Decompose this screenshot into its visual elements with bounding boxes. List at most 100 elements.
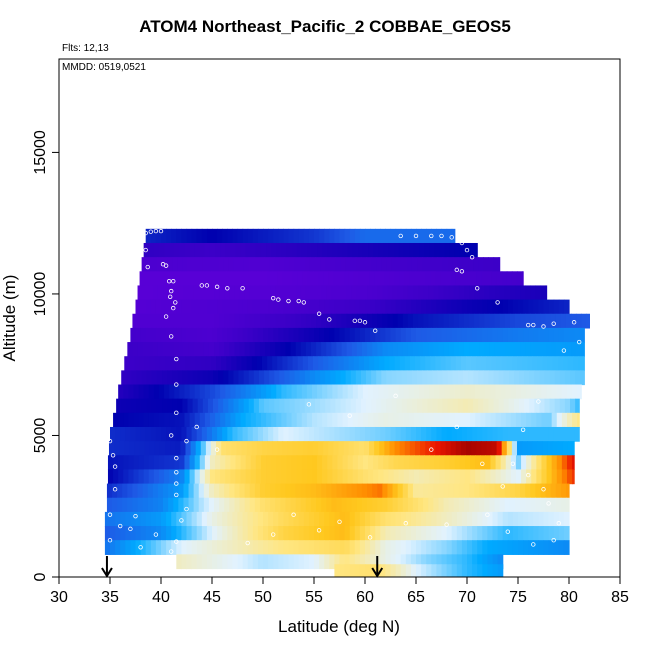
heatmap-cell	[504, 497, 511, 513]
heatmap-cell	[278, 228, 284, 244]
heatmap-cell	[118, 384, 124, 400]
heatmap-cell	[360, 257, 367, 272]
heatmap-cell	[451, 327, 458, 343]
heatmap-cell	[164, 412, 170, 428]
heatmap-cell	[212, 554, 218, 570]
heatmap-cell	[161, 540, 167, 555]
heatmap-cell	[104, 511, 111, 527]
heatmap-cell	[548, 511, 555, 527]
heatmap-cell	[489, 313, 496, 329]
heatmap-cell	[467, 426, 473, 442]
heatmap-cell	[542, 356, 549, 371]
heatmap-cell	[161, 426, 167, 442]
heatmap-cell	[504, 285, 511, 301]
heatmap-cell	[296, 455, 303, 471]
observation-point	[301, 300, 306, 305]
heatmap-cell	[550, 483, 557, 499]
observation-point	[505, 529, 510, 534]
heatmap-cell	[317, 384, 323, 400]
heatmap-cell	[263, 526, 269, 541]
heatmap-cell	[198, 285, 205, 301]
heatmap-cell	[235, 242, 242, 258]
heatmap-cell	[300, 313, 307, 329]
heatmap-cell	[141, 257, 148, 272]
heatmap-cell	[476, 356, 482, 371]
heatmap-cell	[390, 327, 397, 343]
heatmap-cell	[408, 455, 415, 471]
heatmap-cell	[385, 526, 392, 541]
heatmap-cell	[246, 356, 253, 371]
heatmap-cell	[416, 564, 422, 577]
heatmap-cell	[237, 526, 244, 541]
heatmap-cell	[426, 564, 432, 577]
heatmap-cell	[331, 313, 338, 329]
heatmap-cell	[327, 469, 333, 485]
heatmap-cell	[396, 257, 403, 272]
heatmap-cell	[178, 342, 185, 357]
heatmap-cell	[418, 342, 424, 357]
heatmap-cell	[470, 469, 476, 485]
heatmap-cell	[474, 342, 480, 357]
heatmap-cell	[128, 412, 135, 428]
heatmap-cell	[567, 441, 574, 456]
heatmap-cell	[181, 228, 188, 244]
heatmap-cell	[365, 526, 371, 541]
observation-point	[454, 424, 459, 430]
heatmap-cell	[138, 412, 145, 428]
heatmap-cell	[123, 469, 129, 485]
heatmap-cell	[406, 370, 413, 386]
heatmap-cell	[303, 228, 310, 244]
heatmap-cell	[188, 285, 195, 301]
heatmap-cell	[247, 426, 254, 442]
heatmap-cell	[283, 554, 290, 570]
heatmap-cell	[474, 313, 480, 329]
heatmap-cell	[258, 370, 265, 386]
observation-point	[551, 321, 556, 326]
heatmap-cell	[436, 540, 443, 555]
heatmap-cell	[217, 554, 223, 570]
heatmap-cell	[158, 469, 165, 485]
heatmap-cell	[277, 441, 283, 456]
heatmap-cell	[143, 384, 150, 400]
heatmap-cell	[161, 327, 167, 343]
heatmap-cell	[357, 412, 364, 428]
heatmap-cell	[410, 564, 417, 577]
heatmap-cell	[317, 469, 323, 485]
heatmap-cell	[467, 327, 473, 343]
heatmap-cell	[203, 342, 210, 357]
heatmap-cell	[429, 469, 435, 485]
heatmap-cell	[327, 242, 333, 258]
observation-point	[179, 518, 184, 523]
heatmap-cell	[564, 370, 571, 386]
heatmap-cell	[507, 511, 514, 527]
heatmap-cell	[263, 426, 269, 442]
heatmap-cell	[224, 313, 230, 329]
heatmap-cell	[253, 370, 260, 386]
heatmap-cell	[495, 469, 502, 485]
heatmap-cell	[310, 313, 317, 329]
heatmap-cell	[293, 299, 300, 315]
heatmap-cell	[549, 370, 556, 386]
heatmap-cell	[436, 564, 443, 577]
heatmap-cell	[301, 469, 308, 485]
heatmap-cell	[384, 441, 391, 456]
heatmap-cell	[209, 384, 216, 400]
heatmap-cell	[387, 483, 394, 499]
heatmap-cell	[456, 511, 463, 527]
heatmap-cell	[186, 540, 193, 555]
heatmap-cell	[171, 526, 177, 541]
heatmap-cell	[407, 313, 414, 329]
heatmap-cell	[406, 398, 413, 414]
heatmap-cell	[275, 497, 281, 513]
heatmap-cell	[422, 398, 428, 414]
heatmap-cell	[475, 242, 478, 258]
heatmap-cell	[322, 384, 328, 400]
heatmap-cell	[295, 313, 302, 329]
heatmap-cell	[395, 564, 402, 577]
heatmap-cell	[390, 299, 397, 315]
heatmap-cell	[215, 242, 221, 258]
heatmap-cell	[296, 412, 303, 428]
heatmap-cell	[447, 370, 454, 386]
heatmap-cell	[123, 384, 129, 400]
